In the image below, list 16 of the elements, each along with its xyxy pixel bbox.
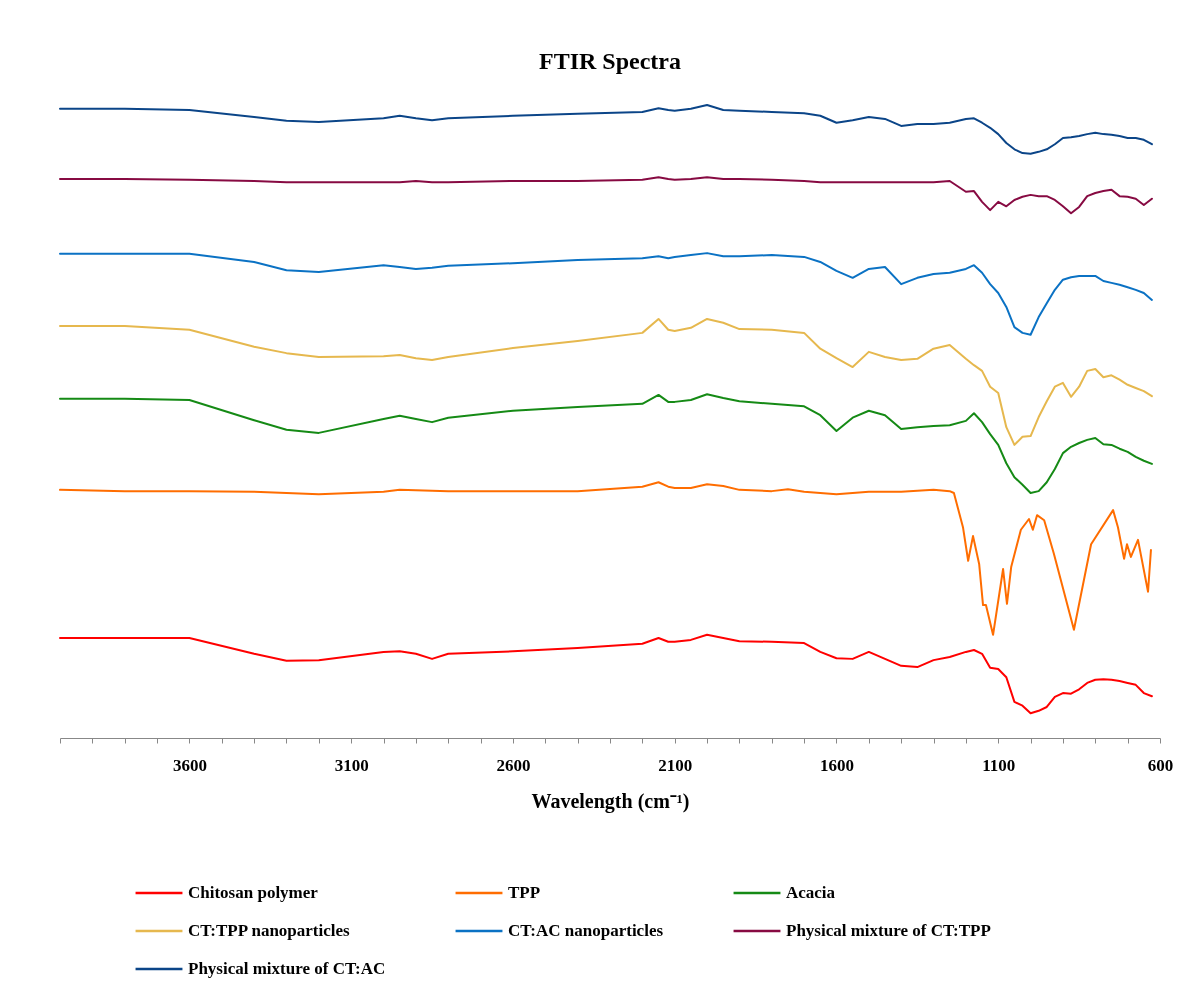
x-tick-label: 2600: [496, 755, 531, 775]
legend-label: Physical mixture of CT:TPP: [786, 921, 991, 940]
legend-label: Acacia: [786, 883, 836, 902]
x-tick-label: 1600: [819, 755, 854, 775]
x-tick-label: 1100: [982, 755, 1016, 775]
chart-title: FTIR Spectra: [539, 48, 681, 74]
legend-label: CT:AC nanoparticles: [508, 921, 664, 940]
x-axis-title: Wavelength (cm⁻¹): [531, 789, 690, 813]
legend-label: Chitosan polymer: [188, 883, 319, 902]
legend-label: Physical mixture of CT:AC: [188, 959, 386, 978]
x-tick-label: 600: [1147, 755, 1174, 775]
x-tick-label: 3600: [172, 755, 207, 775]
legend-label: TPP: [508, 883, 541, 902]
x-tick-label: 2100: [658, 755, 693, 775]
x-tick-label: 3100: [334, 755, 369, 775]
legend-label: CT:TPP nanoparticles: [188, 921, 351, 940]
